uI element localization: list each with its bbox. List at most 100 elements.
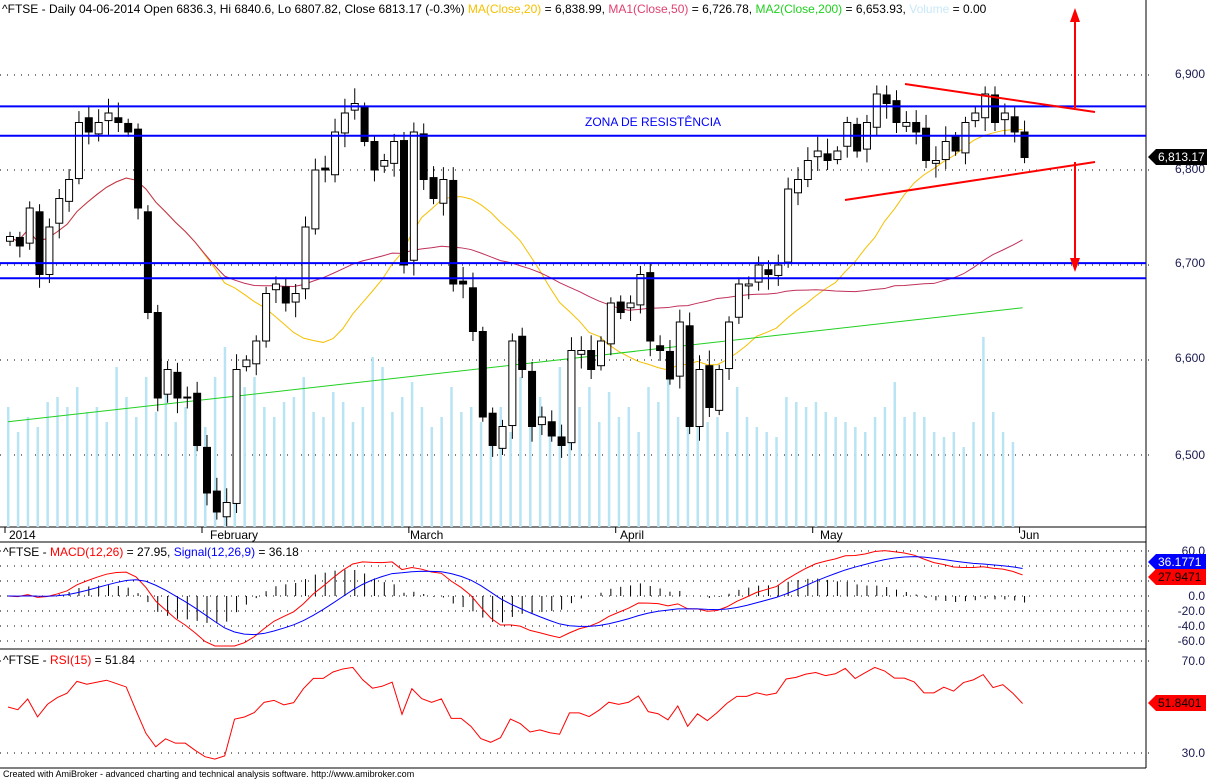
volume-bar	[460, 412, 463, 527]
volume-bar	[391, 412, 394, 527]
candle-body	[833, 150, 842, 161]
volume-bar	[312, 412, 315, 527]
volume-bar	[479, 422, 483, 527]
volume-bar	[607, 392, 611, 527]
candle-body	[478, 331, 487, 418]
candle-body	[695, 369, 704, 427]
rsi-line	[7, 666, 1023, 760]
volume-bar	[755, 427, 759, 527]
volume-bar	[401, 397, 404, 527]
volume-bar	[529, 412, 532, 527]
candle-body	[715, 369, 724, 411]
volume-bar	[322, 417, 325, 527]
candle-body	[449, 179, 458, 285]
candle-body	[291, 293, 300, 303]
volume-bar	[105, 422, 108, 527]
candle-body	[1000, 112, 1009, 121]
price-tick: 6,900	[1174, 67, 1205, 81]
volume-bar	[992, 412, 995, 527]
chart-header: ^FTSE - Daily 04-06-2014 Open 6836.3, Hi…	[2, 2, 987, 16]
volume-bar	[676, 417, 680, 527]
candle-body	[685, 325, 694, 427]
volume-bar	[154, 412, 158, 527]
candle-body	[468, 287, 477, 332]
candle-body	[892, 100, 901, 124]
candle-body	[754, 264, 763, 283]
candle-body	[803, 160, 812, 180]
signal-line	[7, 556, 1023, 636]
candle-body	[419, 133, 428, 180]
candle-body	[784, 188, 793, 263]
candle-body	[616, 301, 625, 313]
candle-body	[567, 350, 576, 444]
candle-body	[774, 264, 783, 276]
candle-body	[212, 490, 221, 513]
volume-bar	[785, 397, 788, 527]
candle-body	[262, 293, 271, 342]
volume-bar	[243, 387, 246, 527]
volume-bar	[923, 417, 926, 527]
volume-bar	[75, 387, 79, 527]
macd-title: ^FTSE - MACD(12,26) = 27.95, Signal(12,2…	[3, 545, 299, 559]
price-tick: 6,500	[1174, 448, 1205, 462]
candle-body	[380, 160, 389, 167]
candle-body	[65, 179, 74, 202]
volume-bar	[883, 407, 887, 527]
volume-bar	[95, 407, 99, 527]
candle-body	[252, 340, 261, 365]
volume-bar	[135, 417, 138, 527]
volume-bar	[489, 417, 493, 527]
volume-bar	[371, 357, 374, 527]
volume-bar	[598, 422, 601, 527]
volume-bar	[292, 397, 296, 527]
volume-bar	[381, 367, 384, 527]
volume-bar	[686, 427, 690, 527]
volume-bar	[952, 432, 956, 527]
last-price-tag: 6,813.17	[1148, 149, 1207, 165]
candle-body	[931, 160, 940, 164]
candle-body	[518, 335, 527, 370]
volume-bar	[706, 422, 709, 527]
volume-bar	[164, 387, 168, 527]
volume-bar	[913, 412, 916, 527]
macd-tick: -60.0	[1177, 634, 1205, 648]
candle-body	[242, 359, 251, 368]
candle-body	[597, 340, 605, 367]
candle-body	[321, 167, 330, 171]
volume-bar	[16, 432, 20, 527]
volume-bar	[765, 432, 768, 527]
volume-bar	[36, 427, 40, 527]
rsi-value-tag: 51.8401	[1148, 695, 1206, 711]
candle-body	[232, 369, 241, 504]
candle-body	[971, 112, 980, 122]
volume-bar	[361, 407, 365, 527]
volume-bar	[814, 402, 818, 527]
candle-body	[163, 369, 172, 395]
candle-body	[528, 370, 537, 427]
macd-tick: -40.0	[1177, 619, 1205, 633]
candle-body	[74, 122, 83, 180]
volume-bar	[7, 407, 10, 527]
candle-body	[134, 128, 143, 209]
candle-body	[725, 321, 734, 370]
volume-bar	[46, 402, 49, 527]
candle-body	[508, 340, 517, 427]
volume-bar	[174, 422, 177, 527]
volume-bar	[932, 432, 936, 527]
candle-body	[222, 502, 231, 518]
volume-bar	[538, 397, 542, 527]
volume-bar	[56, 397, 59, 527]
volume-bar	[972, 422, 975, 527]
price-tick: 6,800	[1174, 162, 1205, 176]
candle-body	[764, 269, 773, 275]
candle-body	[547, 421, 556, 437]
candle-body	[646, 272, 655, 342]
candle-body	[6, 236, 14, 242]
resistance-zone-label: ZONA DE RESISTÊNCIA	[585, 115, 722, 129]
candle-body	[45, 226, 54, 275]
candle-body	[882, 94, 891, 104]
volume-bar	[962, 447, 965, 527]
candle-body	[281, 286, 290, 304]
volume-bar	[844, 422, 847, 527]
volume-bar	[499, 407, 502, 527]
